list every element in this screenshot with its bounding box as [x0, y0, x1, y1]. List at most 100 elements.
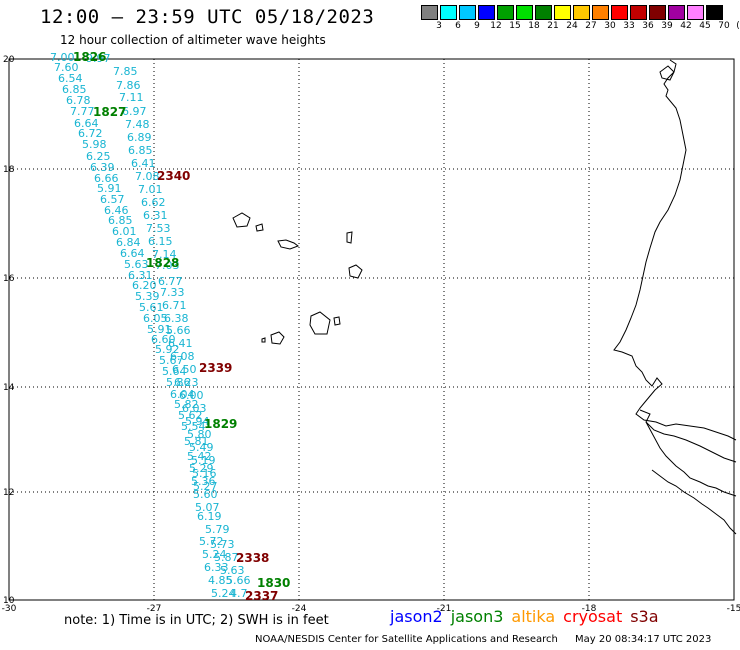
scale-label: 36: [642, 21, 654, 31]
wave-height-value: 7.14: [152, 248, 177, 261]
wave-heights: 7.00 9.97 7.60 7.85 6.54 7.86 6.85 7.11 6.787.77…: [50, 51, 251, 600]
wave-height-value: 6.05: [143, 312, 168, 325]
wave-height-value: 5.54: [181, 420, 206, 433]
wave-height-value: 6.57: [100, 193, 125, 206]
legend-altika: altika: [511, 607, 556, 626]
map-frame: [8, 58, 735, 601]
scale-label: 27: [585, 21, 597, 31]
scale-label: 3: [436, 21, 442, 31]
wave-height-value: 5.63: [124, 258, 149, 271]
scale-swatch: [649, 5, 666, 20]
lon-tick-label: -21: [437, 604, 452, 614]
island-sal: [346, 231, 353, 244]
wave-height-value: 5.87: [214, 551, 239, 564]
scale-label: 6: [455, 21, 461, 31]
wave-height-value: 5.29: [189, 462, 214, 475]
wave-height-value: 5.60: [193, 488, 218, 501]
scale-label: (ft): [736, 21, 740, 31]
wave-height-value: 5.39: [135, 290, 160, 303]
wave-height-value: 6.00: [179, 389, 204, 402]
wave-height-value: 5.16: [192, 467, 217, 480]
lat-tick-label: 14: [3, 383, 15, 393]
wave-height-value: 6.71: [162, 299, 187, 312]
credit-text: NOAA/NESDIS Center for Satellite Applica…: [255, 634, 558, 645]
credit-line: NOAA/NESDIS Center for Satellite Applica…: [255, 634, 725, 645]
wave-height-value: 6.04: [170, 388, 195, 401]
wave-height-value: 5.80: [187, 428, 212, 441]
scale-swatch: [573, 5, 590, 20]
wave-height-value: 6.31: [128, 269, 153, 282]
wave-height-value: 6.64: [74, 117, 99, 130]
wave-height-value: 5.79: [205, 523, 230, 536]
wave-height-value: 6.85: [108, 214, 133, 227]
wave-height-value: 5.94: [185, 415, 210, 428]
wave-height-value: 7.48: [125, 118, 150, 131]
wave-height-value: 6.85: [62, 83, 87, 96]
wave-height-value: 5.49: [189, 441, 214, 454]
island-sao-vicente: [255, 223, 264, 232]
wave-height-value: 5.63: [220, 564, 245, 577]
scale-swatch: [668, 5, 685, 20]
wave-height-value: 5.27: [193, 480, 218, 493]
scale-swatch: [478, 5, 495, 20]
island-boa-vista: [348, 264, 363, 279]
wave-height-value: 6.50: [172, 363, 197, 376]
island-maio: [333, 316, 341, 326]
africa-coastline: [613, 59, 737, 535]
wave-height-value: 5.62: [178, 409, 203, 422]
wave-height-value: 5.91: [147, 323, 172, 336]
wave-height-value: 5.64: [162, 365, 187, 378]
wave-height-value: 5.82: [174, 398, 199, 411]
generated-timestamp: May 20 08:34:17 UTC 2023: [575, 634, 712, 645]
wave-height-value: 6.41: [168, 337, 193, 350]
lon-tick-label: -18: [582, 604, 597, 614]
scale-swatch: [516, 5, 533, 20]
island-fogo: [270, 331, 285, 345]
wave-height-value: 4.7: [230, 587, 248, 600]
lon-tick-label: -15: [727, 604, 740, 614]
lat-tick-label: 12: [3, 488, 14, 498]
wave-height-value: 7.08: [135, 170, 160, 183]
wave-height-value: 6.60: [151, 333, 176, 346]
legend-s3a: s3a: [630, 607, 659, 626]
lat-tick-label: 10: [3, 596, 15, 606]
wave-height-value: 5.07: [195, 501, 220, 514]
wave-height-value: 5.73: [210, 538, 235, 551]
lon-tick-label: -30: [2, 604, 17, 614]
scale-label: 70: [718, 21, 730, 31]
lat-tick-label: 16: [3, 274, 15, 284]
scale-swatch: [440, 5, 457, 20]
map-subtitle: 12 hour collection of altimeter wave hei…: [60, 33, 326, 47]
wave-height-value: 5.66: [226, 574, 251, 587]
legend-jason2: jason2: [390, 607, 443, 626]
note-text: note: 1) Time is in UTC; 2) SWH is in fe…: [64, 613, 329, 628]
wave-height-value: 6.89: [127, 131, 152, 144]
scale-label: 12: [490, 21, 502, 31]
satellite-legend: jason2 jason3 altika cryosat s3a: [390, 607, 667, 626]
scale-label: 24: [566, 21, 578, 31]
wave-height-value: 6.62: [141, 196, 166, 209]
wave-height-value: 6.01: [112, 225, 137, 238]
scale-label: 21: [547, 21, 559, 31]
pass-time-label: 2340: [157, 169, 190, 183]
lat-tick-label: 20: [3, 55, 15, 65]
lat-tick-label: 18: [3, 165, 15, 175]
wave-height-value: 5.19: [191, 454, 216, 467]
scale-swatch: [706, 5, 723, 20]
wave-height-value: 5.24: [211, 587, 236, 600]
wave-height-value: 5.91: [97, 182, 122, 195]
wave-height-value: 7.11: [119, 91, 144, 104]
pass-time-label: 1826: [73, 50, 106, 64]
island-sao-nicolau: [277, 239, 300, 250]
wave-height-value: 4.85: [208, 574, 233, 587]
wave-height-value: 6.38: [164, 312, 189, 325]
island-santiago: [309, 311, 331, 335]
coastline: [232, 59, 737, 535]
wave-height-value: 6.64: [120, 247, 145, 260]
wave-height-value: 7.77: [70, 105, 95, 118]
pass-time-label: 1829: [204, 417, 237, 431]
pass-time-label: 2338: [236, 551, 269, 565]
wave-height-value: 7.00: [50, 51, 75, 64]
